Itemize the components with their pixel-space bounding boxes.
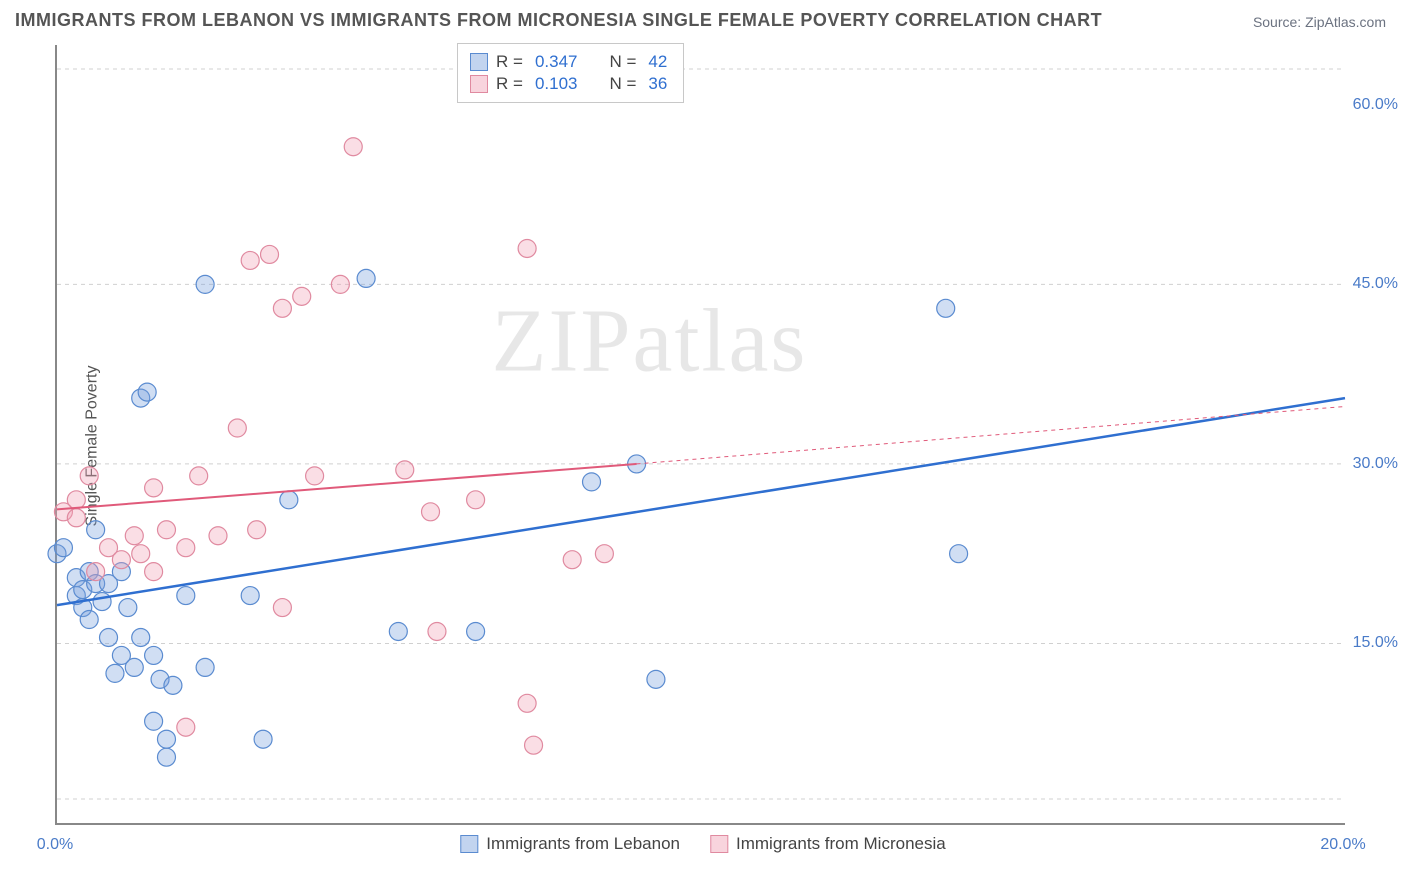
legend-swatch-lebanon [470,53,488,71]
x-tick: 20.0% [1320,836,1365,854]
legend-bottom-label-micronesia: Immigrants from Micronesia [736,834,946,854]
y-tick: 15.0% [1353,634,1398,652]
chart-title: IMMIGRANTS FROM LEBANON VS IMMIGRANTS FR… [15,10,1102,31]
source-label: Source: ZipAtlas.com [1253,14,1386,30]
chart-svg [57,45,1345,823]
y-tick: 60.0% [1353,96,1398,114]
legend-bottom-label-lebanon: Immigrants from Lebanon [486,834,680,854]
legend-N-label: N = [609,52,636,72]
legend-N-label-2: N = [609,74,636,94]
legend-swatch-micronesia [470,75,488,93]
legend-stats: R = 0.347 N = 42 R = 0.103 N = 36 [457,43,684,103]
legend-bottom-swatch-lebanon [460,835,478,853]
legend-bottom: Immigrants from Lebanon Immigrants from … [460,834,945,854]
legend-R-label-2: R = [496,74,523,94]
legend-R-lebanon: 0.347 [535,52,578,72]
legend-R-micronesia: 0.103 [535,74,578,94]
legend-R-label: R = [496,52,523,72]
plot-area: ZIPatlas R = 0.347 N = 42 R = 0.103 N = … [55,45,1345,825]
legend-bottom-swatch-micronesia [710,835,728,853]
legend-N-lebanon: 42 [648,52,667,72]
x-tick: 0.0% [37,836,73,854]
y-tick: 45.0% [1353,275,1398,293]
legend-N-micronesia: 36 [648,74,667,94]
y-tick: 30.0% [1353,455,1398,473]
